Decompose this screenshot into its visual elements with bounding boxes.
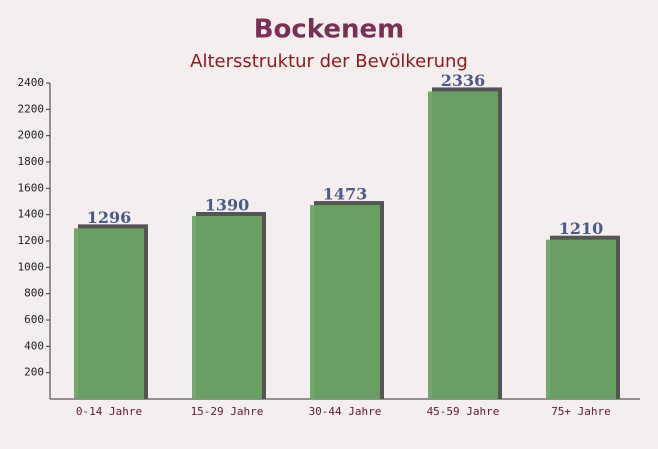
bar	[428, 91, 498, 399]
chart-title: Bockenem	[254, 15, 405, 45]
x-tick-label: 75+ Jahre	[551, 405, 611, 418]
value-label: 1390	[205, 195, 250, 214]
y-tick-label: 2400	[18, 76, 45, 89]
x-tick-label: 15-29 Jahre	[191, 405, 264, 418]
y-tick-label: 2200	[18, 102, 45, 115]
y-tick-label: 800	[24, 287, 44, 300]
value-label: 1210	[559, 219, 604, 238]
y-tick-label: 400	[24, 339, 44, 352]
y-tick-label: 600	[24, 313, 44, 326]
y-tick-label: 1200	[18, 234, 45, 247]
y-tick-label: 1800	[18, 155, 45, 168]
bar	[192, 215, 262, 399]
x-tick-label: 30-44 Jahre	[309, 405, 382, 418]
y-tick-label: 2000	[18, 129, 45, 142]
bar	[310, 205, 380, 399]
value-label: 1473	[323, 185, 368, 204]
x-tick-label: 0-14 Jahre	[76, 405, 142, 418]
y-tick-label: 1000	[18, 260, 45, 273]
value-label: 1296	[87, 208, 132, 227]
bar	[546, 239, 616, 399]
y-tick-label: 200	[24, 366, 44, 379]
x-tick-label: 45-59 Jahre	[427, 405, 500, 418]
y-tick-label: 1600	[18, 181, 45, 194]
y-tick-label: 1400	[18, 208, 45, 221]
chart-subtitle: Altersstruktur der Bevölkerung	[190, 51, 468, 72]
bar	[74, 228, 144, 399]
value-label: 2336	[441, 71, 486, 90]
